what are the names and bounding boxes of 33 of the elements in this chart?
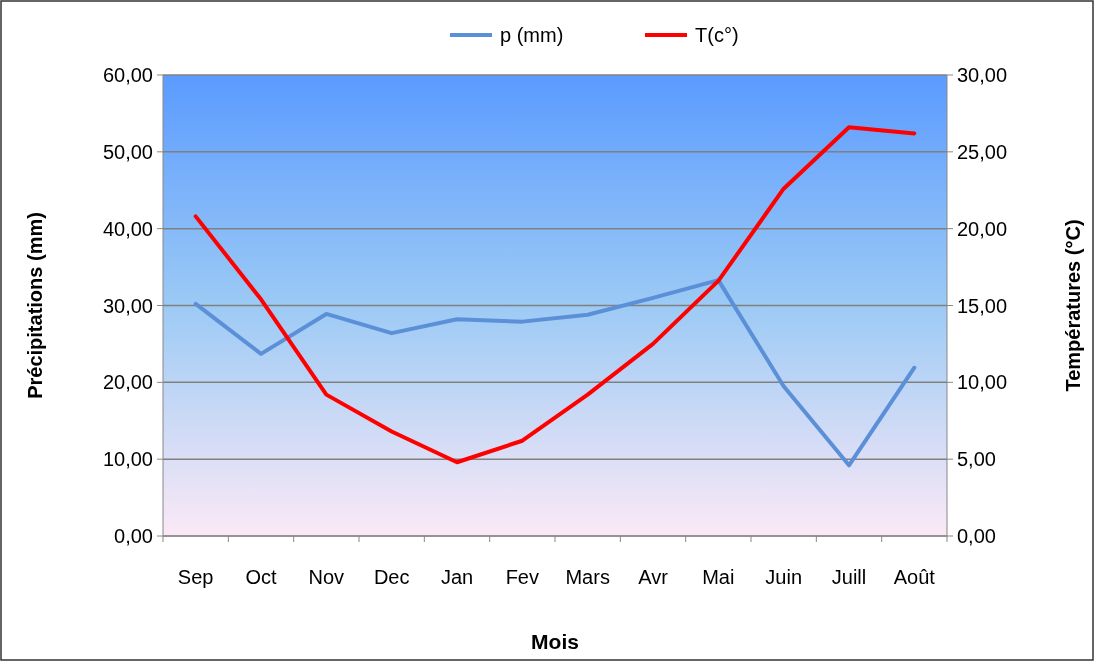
y-tick-label: 30,00 — [102, 294, 153, 317]
y2-tick-label: 10,00 — [957, 371, 1008, 394]
y-tick-label: 10,00 — [102, 448, 153, 471]
y-tick-label: 20,00 — [102, 371, 153, 394]
x-tick-label: Nov — [308, 566, 345, 588]
y2-axis-title: Températures (°C) — [1062, 219, 1084, 392]
legend-label: p (mm) — [500, 24, 564, 46]
x-tick-label: Mars — [565, 566, 610, 588]
x-tick-label: Mai — [702, 566, 735, 588]
y-tick-label: 60,00 — [102, 64, 153, 86]
y2-tick-label: 0,00 — [957, 525, 996, 547]
y-tick-label: 40,00 — [102, 217, 153, 240]
x-tick-label: Juill — [831, 566, 867, 588]
x-tick-label: Dec — [373, 566, 410, 588]
y-tick-label: 0,00 — [114, 525, 153, 547]
line-series — [193, 278, 917, 468]
x-tick-label: Juin — [765, 566, 803, 588]
x-tick-label: Fev — [505, 566, 540, 588]
x-tick-label: Sep — [177, 566, 214, 588]
x-tick-label: Oct — [245, 566, 277, 588]
line-series — [193, 125, 917, 465]
y2-tick-label: 15,00 — [957, 294, 1008, 317]
y-tick-label: 50,00 — [102, 140, 153, 163]
y-axis-title: Précipitations (mm) — [24, 212, 46, 399]
x-tick-label: Jan — [440, 566, 474, 588]
y2-tick-label: 30,00 — [957, 64, 1008, 86]
x-tick-label: Avr — [638, 566, 669, 588]
legend-label: T(c°) — [695, 24, 739, 46]
y2-tick-label: 20,00 — [957, 217, 1008, 240]
x-tick-label: Août — [893, 566, 936, 588]
y2-tick-label: 5,00 — [957, 448, 996, 471]
x-axis-title: Mois — [531, 630, 579, 653]
y2-tick-label: 25,00 — [957, 140, 1008, 163]
